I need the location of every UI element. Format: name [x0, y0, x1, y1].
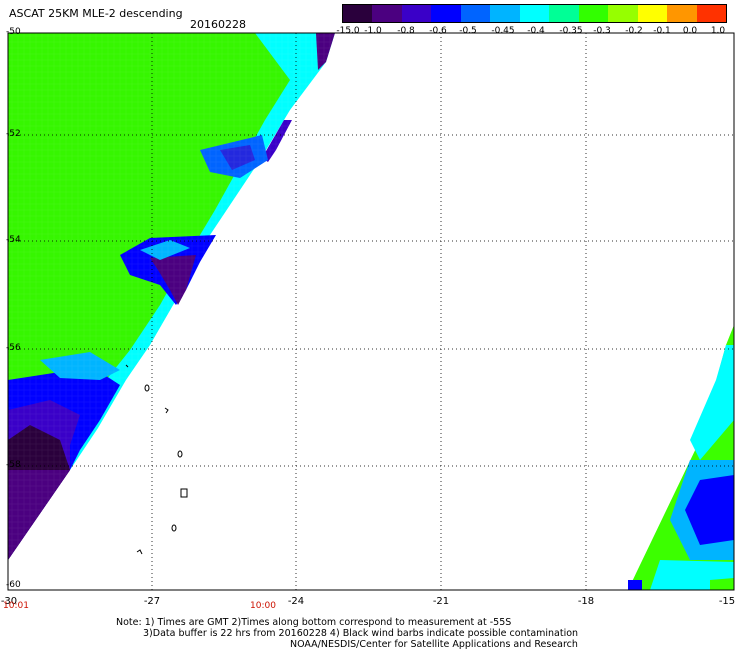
color-scale-label: -0.35 [559, 26, 583, 36]
color-scale-label: -0.45 [491, 26, 515, 36]
color-scale-bar [342, 4, 727, 23]
color-scale-segment-10 [608, 5, 638, 22]
time-label: 10:01 [3, 601, 29, 611]
lon-label: -21 [432, 596, 450, 607]
lon-label: -15 [718, 596, 736, 607]
color-scale-label: -15.0 [336, 26, 360, 36]
footer-credit: NOAA/NESDIS/Center for Satellite Applica… [290, 639, 578, 650]
lon-label: -24 [287, 596, 305, 607]
lon-label: -30 [0, 596, 18, 607]
color-scale-label: -0.3 [593, 26, 611, 36]
map-frame [7, 32, 735, 591]
color-scale-label: -0.2 [625, 26, 643, 36]
color-scale-segment-1 [343, 5, 373, 22]
right-swath [628, 325, 734, 590]
lat-label: -54 [6, 235, 21, 245]
color-scale-segment-7 [519, 5, 550, 22]
footer-note-line-1: Note: 1) Times are GMT 2)Times along bot… [116, 617, 512, 628]
color-scale-label: -0.1 [653, 26, 671, 36]
color-scale-segment-9 [578, 5, 609, 22]
color-scale-segment-2 [372, 5, 402, 22]
lat-lon-grid [8, 33, 734, 590]
color-scale-segment-5 [460, 5, 491, 22]
lat-label: -50 [6, 27, 21, 37]
lat-label: -60 [6, 580, 21, 590]
lon-label: -18 [577, 596, 595, 607]
lat-label: -58 [6, 460, 21, 470]
color-scale-label: -1.0 [364, 26, 382, 36]
lat-label: -52 [6, 129, 21, 139]
color-scale-label: -0.8 [397, 26, 415, 36]
color-scale-label: 0.0 [682, 26, 698, 36]
island-contours [125, 364, 188, 555]
color-scale-segment-3 [401, 5, 432, 22]
color-scale-segment-4 [431, 5, 461, 22]
lon-label: -27 [143, 596, 161, 607]
color-scale-label: -0.6 [429, 26, 447, 36]
color-scale-segment-11 [637, 5, 668, 22]
footer-note-line-2: 3)Data buffer is 22 hrs from 20160228 4)… [143, 628, 579, 639]
color-scale-segment-8 [549, 5, 579, 22]
color-scale-label: -0.4 [527, 26, 545, 36]
color-scale-segment-6 [490, 5, 520, 22]
color-scale-label: 1.0 [710, 26, 726, 36]
lat-label: -56 [6, 343, 21, 353]
color-scale-label: -0.5 [459, 26, 477, 36]
product-title: ASCAT 25KM MLE-2 descending [9, 7, 183, 20]
color-scale-segment-13 [696, 5, 727, 22]
color-scale-segment-12 [667, 5, 697, 22]
product-date: 20160228 [190, 18, 246, 31]
time-label: 10:00 [250, 601, 276, 611]
left-swath [8, 33, 335, 560]
